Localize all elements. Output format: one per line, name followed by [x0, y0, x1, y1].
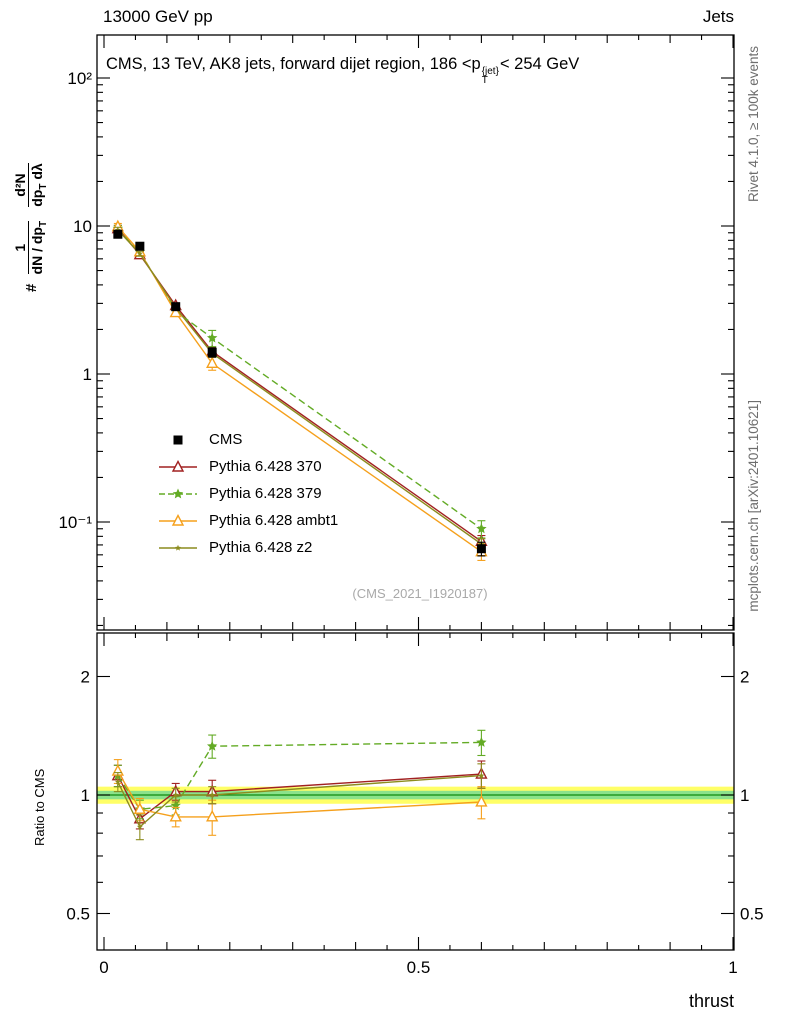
- legend-item-cms: CMS: [156, 426, 338, 453]
- tick-label: 0.5: [66, 905, 90, 924]
- tick-label: 2: [740, 668, 749, 687]
- analysis-id-watermark: (CMS_2021_I1920187): [352, 586, 488, 601]
- plot-title-post: < 254 GeV: [499, 55, 580, 73]
- plot-title-sup: {jet}: [481, 66, 499, 77]
- x-axis-label: thrust: [688, 991, 734, 1011]
- ylabel-frac2-den-text: dp: [29, 189, 45, 207]
- tick-label: 0.5: [407, 958, 431, 977]
- legend-item-pythia-379: Pythia 6.428 379: [156, 480, 338, 507]
- legend-label-pythia-379: Pythia 6.428 379: [209, 485, 322, 502]
- legend-label-pythia-370: Pythia 6.428 370: [209, 458, 322, 475]
- legend: CMS Pythia 6.428 370 Pythia 6.428 379 Pythi…: [156, 426, 338, 561]
- ylabel-frac1-den-sub: T: [37, 220, 49, 228]
- tick-label: 0: [99, 958, 108, 977]
- plot-title-pre: CMS, 13 TeV, AK8 jets, forward dijet reg…: [106, 55, 481, 73]
- legend-marker-pythia-ambt1-icon: [159, 513, 197, 526]
- legend-marker-pythia-z2-icon: [159, 544, 197, 551]
- tick-label: 10²: [67, 69, 92, 88]
- ylabel-fraction-2: d²N dpT dλ: [12, 163, 52, 207]
- plot-title-sub: T: [481, 75, 488, 86]
- tick-label: 1: [83, 365, 92, 384]
- mcplots-arxiv-note: mcplots.cern.ch [arXiv:2401.10621]: [746, 400, 761, 612]
- legend-item-pythia-ambt1: Pythia 6.428 ambt1: [156, 507, 338, 534]
- legend-label-pythia-z2: Pythia 6.428 z2: [209, 539, 313, 556]
- legend-label-cms: CMS: [209, 431, 243, 448]
- tick-label: 10⁻¹: [58, 513, 92, 532]
- tick-label: 1: [728, 958, 737, 977]
- main-y-axis-label: # 1 dN / dpT d²N dpT dλ: [12, 158, 52, 292]
- ylabel-frac1-den: dN / dpT: [29, 221, 52, 275]
- ylabel-fraction-1: 1 dN / dpT: [12, 220, 52, 275]
- tick-label: 1: [740, 786, 749, 805]
- legend-item-pythia-370: Pythia 6.428 370: [156, 453, 338, 480]
- tick-label: 10: [73, 217, 92, 236]
- ylabel-frac2-den-sub: T: [37, 183, 49, 190]
- ratio-y-axis-label: Ratio to CMS: [32, 768, 47, 846]
- plot-title: CMS, 13 TeV, AK8 jets, forward dijet reg…: [106, 55, 580, 86]
- ylabel-frac1-num: 1: [12, 220, 29, 275]
- legend-label-pythia-ambt1: Pythia 6.428 ambt1: [209, 512, 339, 529]
- ylabel-frac1-den-text: dN / dp: [29, 227, 45, 275]
- tick-label: 1: [81, 786, 90, 805]
- rivet-version-note: Rivet 4.1.0, ≥ 100k events: [746, 46, 761, 202]
- beam-energy-label: 13000 GeV pp: [103, 7, 213, 26]
- tick-label: 0.5: [740, 905, 764, 924]
- legend-marker-cms-icon: [173, 435, 183, 444]
- legend-item-pythia-z2: Pythia 6.428 z2: [156, 534, 338, 561]
- ylabel-frac2-den-text2: dλ: [29, 163, 45, 184]
- legend-marker-pythia-370-icon: [159, 459, 197, 472]
- pt-jet-symbol: {jet} T: [481, 66, 499, 86]
- ylabel-hash: #: [22, 283, 40, 292]
- ylabel-frac2-den: dpT dλ: [29, 163, 52, 206]
- analysis-group-label: Jets: [702, 7, 734, 26]
- tick-label: 2: [81, 668, 90, 687]
- ylabel-frac2-num: d²N: [12, 163, 29, 207]
- legend-marker-pythia-379-icon: [159, 488, 197, 498]
